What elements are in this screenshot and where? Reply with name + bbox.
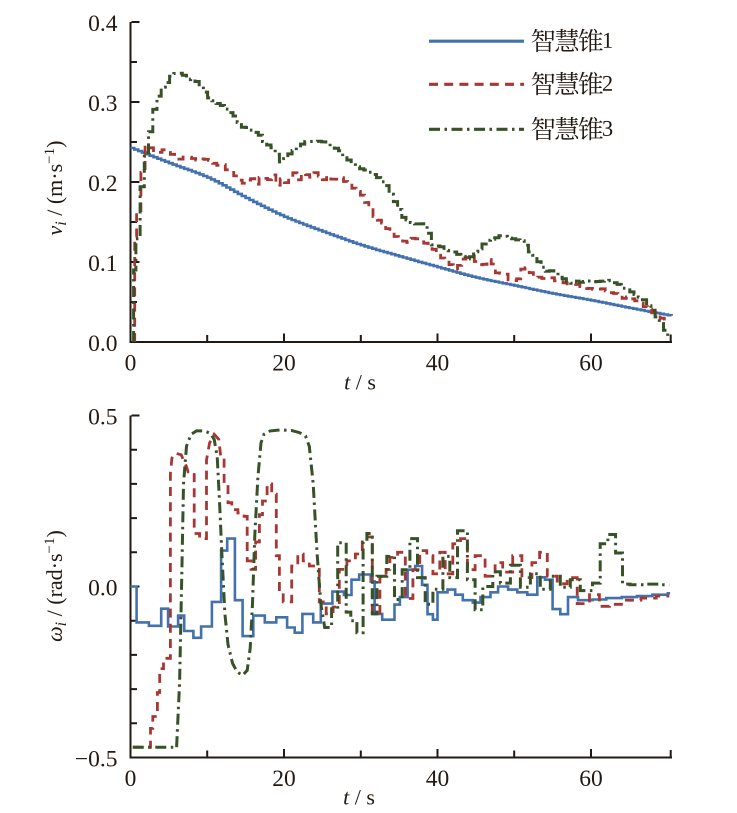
svg-text:40: 40 [426,766,450,792]
svg-text:0.2: 0.2 [88,171,117,197]
svg-text:0: 0 [125,351,137,377]
svg-text:0.3: 0.3 [88,91,117,117]
svg-text:0.5: 0.5 [88,405,117,431]
svg-text:ωi / (rad·s−1): ωi / (rad·s−1) [42,530,70,642]
svg-text:20: 20 [272,351,296,377]
svg-text:60: 60 [579,766,603,792]
svg-text:−0.5: −0.5 [75,747,118,773]
svg-text:60: 60 [579,351,603,377]
svg-text:0: 0 [125,766,137,792]
svg-text:0.0: 0.0 [88,576,117,602]
svg-text:t / s: t / s [344,370,376,395]
svg-text:40: 40 [426,351,450,377]
svg-text:t / s: t / s [343,785,375,809]
svg-text:0.0: 0.0 [88,331,117,357]
svg-text:vi / (m·s−1): vi / (m·s−1) [42,141,70,236]
svg-text:20: 20 [272,766,296,792]
svg-text:0.4: 0.4 [88,11,118,37]
svg-text:0.1: 0.1 [88,251,117,277]
